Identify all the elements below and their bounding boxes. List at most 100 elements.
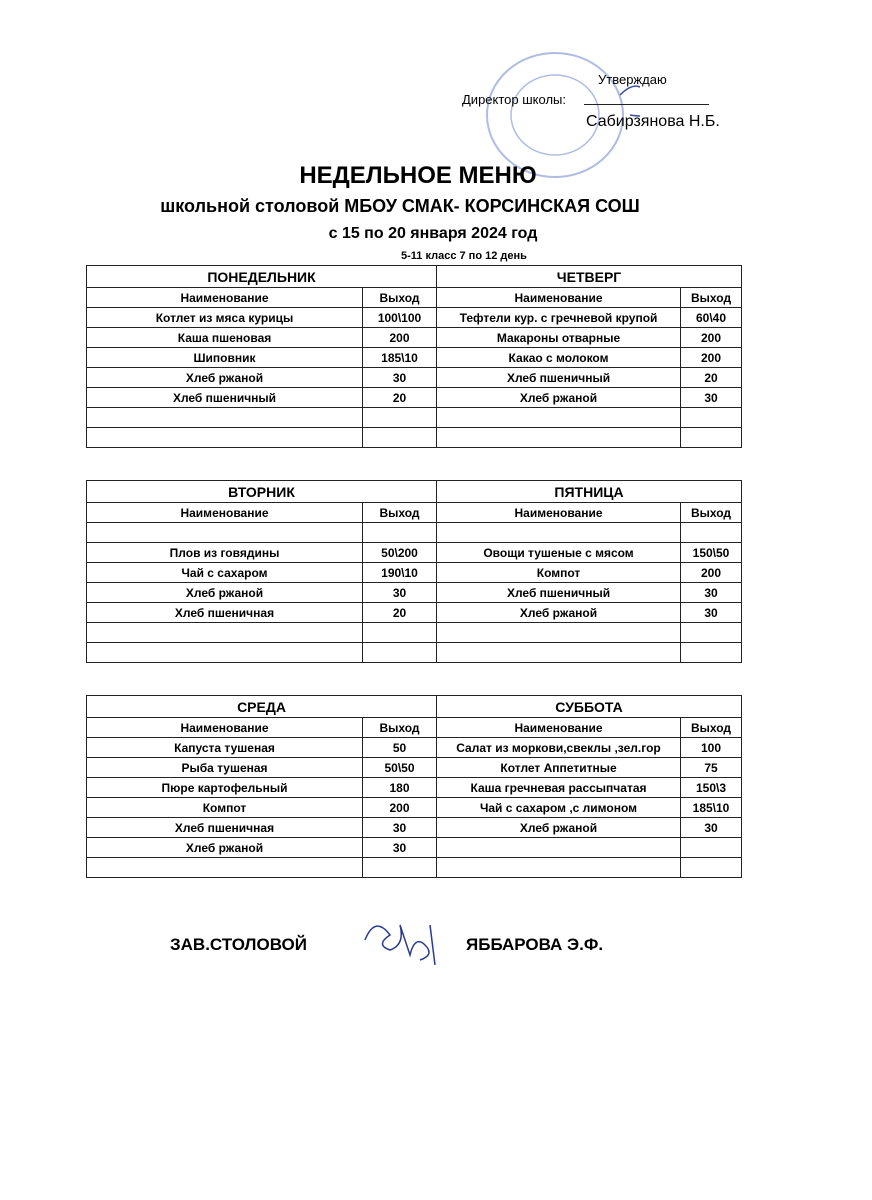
dish-name: Хлеб ржаной [86, 367, 363, 388]
day-header: ПЯТНИЦА [436, 480, 743, 503]
day-row: ПОНЕДЕЛЬНИК ЧЕТВЕРГ [85, 265, 743, 288]
dish-name: Рыба тушеная [86, 757, 363, 778]
dish-output: 30 [362, 837, 437, 858]
dish-output: 200 [680, 327, 743, 348]
subtitle: школьной столовой МБОУ СМАК- КОРСИНСКАЯ … [160, 196, 640, 216]
dish-name: Хлеб пшеничная [86, 817, 363, 838]
day-header: ПОНЕДЕЛЬНИК [85, 265, 438, 288]
footer-name: ЯББАРОВА Э.Ф. [466, 935, 604, 954]
col-name: Наименование [436, 502, 682, 523]
menu-row [86, 642, 743, 663]
dish-name: Хлеб ржаной [86, 837, 363, 858]
menu-row: Хлеб пшеничный 20 Хлеб ржаной 30 [86, 387, 743, 408]
day-header: ВТОРНИК [85, 480, 438, 503]
dish-name: Хлеб пшеничный [86, 387, 363, 408]
dish-name: Компот [436, 562, 682, 583]
dish-name [86, 407, 363, 428]
col-output: Выход [680, 717, 742, 738]
approve: Утверждаю [598, 72, 667, 87]
dish-name: Хлеб пшеничный [436, 367, 682, 388]
dish-output: 20 [680, 367, 743, 388]
dish-output: 50\50 [362, 757, 437, 778]
dish-output [680, 427, 743, 448]
col-name: Наименование [436, 287, 682, 308]
dish-name: Какао с молоком [436, 347, 682, 368]
day-row: СРЕДА СУББОТА [86, 695, 742, 718]
grade: 5-11 класс 7 по 12 день [401, 250, 527, 262]
dish-name [436, 407, 682, 428]
dish-name: Чай с сахаром [86, 562, 363, 583]
dish-output: 75 [680, 757, 742, 778]
dish-name [436, 837, 681, 858]
dish-name [436, 427, 682, 448]
menu-table: ВТОРНИК ПЯТНИЦА Наименование Выход Наименова… [85, 480, 743, 663]
dish-output: 30 [680, 582, 743, 603]
dish-output [361, 522, 438, 543]
dish-name [86, 427, 363, 448]
col-name: Наименование [86, 717, 363, 738]
dish-output: 30 [680, 387, 743, 408]
col-output: Выход [680, 287, 743, 308]
dish-output [362, 857, 437, 878]
menu-row: Хлеб пшеничная 20 Хлеб ржаной 30 [86, 602, 743, 623]
dish-output [680, 642, 743, 663]
dish-output [361, 622, 438, 643]
dish-output [680, 837, 742, 858]
dish-output [361, 427, 438, 448]
dish-output: 185\10 [361, 347, 438, 368]
dish-name: Хлеб ржаной [436, 602, 682, 623]
menu-row: Компот 200 Чай с сахаром ,с лимоном 185\10 [86, 797, 742, 818]
dish-name: Хлеб ржаной [436, 817, 681, 838]
dish-name: Котлет из мяса курицы [86, 307, 363, 328]
menu-row: Хлеб ржаной 30 Хлеб пшеничный 20 [86, 367, 743, 388]
dish-name: Каша гречневая рассыпчатая [436, 777, 681, 798]
dish-name [86, 622, 363, 643]
dish-output: 100\100 [361, 307, 438, 328]
menu-row: Хлеб ржаной 30 [86, 837, 742, 858]
dish-name [86, 857, 363, 878]
dish-name: Макароны отварные [436, 327, 682, 348]
dish-output [680, 622, 743, 643]
dish-output: 200 [361, 327, 438, 348]
dish-name: Каша пшеновая [86, 327, 363, 348]
menu-row [86, 622, 743, 643]
dish-name: Хлеб пшеничная [86, 602, 363, 623]
dish-output: 30 [680, 817, 742, 838]
dish-name: Тефтели кур. с гречневой крупой [436, 307, 682, 328]
dish-name: Котлет Аппетитные [436, 757, 681, 778]
dish-name: Хлеб ржаной [86, 582, 363, 603]
col-output: Выход [361, 287, 438, 308]
col-name: Наименование [436, 717, 681, 738]
menu-row: Хлеб пшеничная 30 Хлеб ржаной 30 [86, 817, 742, 838]
dish-output: 200 [362, 797, 437, 818]
dish-output: 200 [680, 347, 743, 368]
director-name: Сабирзянова Н.Б. [586, 113, 720, 130]
col-name: Наименование [86, 502, 363, 523]
menu-row [86, 857, 742, 878]
dish-output: 20 [361, 602, 438, 623]
dish-output: 200 [680, 562, 743, 583]
dish-output: 30 [680, 602, 743, 623]
dish-output [680, 407, 743, 428]
dish-output: 30 [361, 367, 438, 388]
menu-row [86, 427, 743, 448]
dish-output: 30 [361, 582, 438, 603]
day-header: СУББОТА [436, 695, 742, 718]
menu-row: Плов из говядины 50\200 Овощи тушеные с мя… [86, 542, 743, 563]
dish-output: 190\10 [361, 562, 438, 583]
menu-row: Хлеб ржаной 30 Хлеб пшеничный 30 [86, 582, 743, 603]
dish-output: 100 [680, 737, 742, 758]
menu-row: Пюре картофельный 180 Каша гречневая рассы… [86, 777, 742, 798]
dish-output: 185\10 [680, 797, 742, 818]
dish-output: 180 [362, 777, 437, 798]
dish-output [680, 857, 742, 878]
col-name: Наименование [86, 287, 363, 308]
dish-name: Овощи тушеные с мясом [436, 542, 682, 563]
dish-name: Плов из говядины [86, 542, 363, 563]
dish-name: Салат из моркови,свеклы ,зел.гор [436, 737, 681, 758]
col-output: Выход [361, 502, 438, 523]
dish-output: 50 [362, 737, 437, 758]
column-row: Наименование Выход Наименование Выход [86, 287, 743, 308]
dish-name [436, 642, 682, 663]
